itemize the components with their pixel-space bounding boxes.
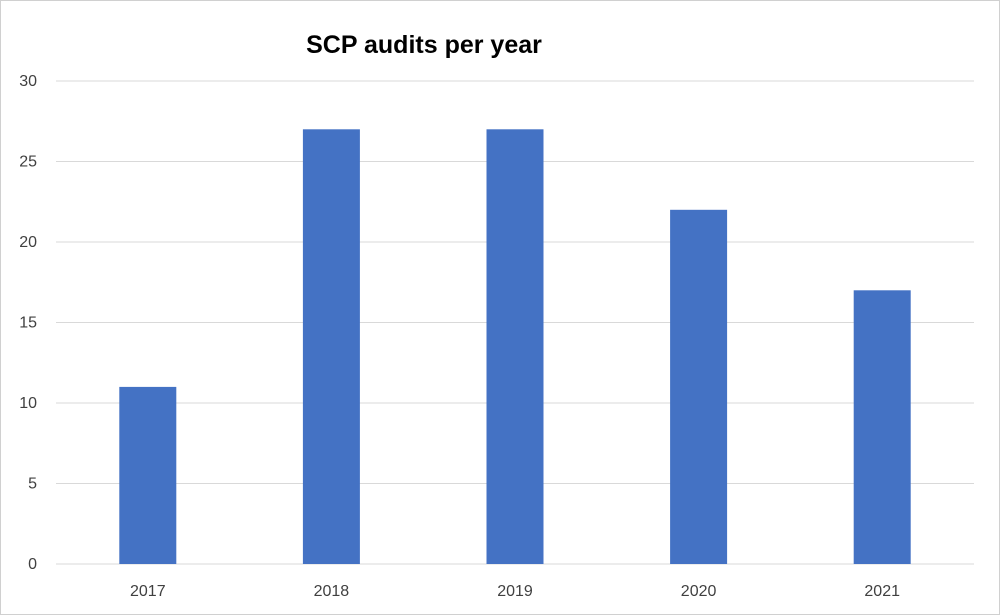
bar-2017 — [119, 386, 177, 564]
y-tick-label: 20 — [19, 234, 37, 251]
x-tick-label: 2017 — [130, 583, 166, 600]
y-tick-label: 25 — [19, 154, 37, 171]
bars — [119, 129, 911, 565]
y-tick-label: 0 — [28, 556, 37, 573]
x-tick-label: 2020 — [681, 583, 717, 600]
x-axis-tick-labels: 2017 2018 2019 2020 2021 — [130, 583, 900, 600]
x-tick-label: 2021 — [864, 583, 900, 600]
x-tick-label: 2018 — [314, 583, 350, 600]
y-tick-label: 5 — [28, 476, 37, 493]
bar-2020 — [670, 209, 728, 565]
bar-2018 — [302, 129, 360, 565]
bar-2021 — [853, 290, 911, 564]
y-tick-label: 30 — [19, 73, 37, 90]
y-tick-label: 15 — [19, 315, 37, 332]
x-tick-label: 2019 — [497, 583, 533, 600]
y-tick-label: 10 — [19, 395, 37, 412]
chart-title: SCP audits per year — [306, 31, 542, 59]
y-axis-tick-labels: 0 5 10 15 20 25 30 — [19, 73, 37, 573]
bar-2019 — [486, 129, 544, 565]
